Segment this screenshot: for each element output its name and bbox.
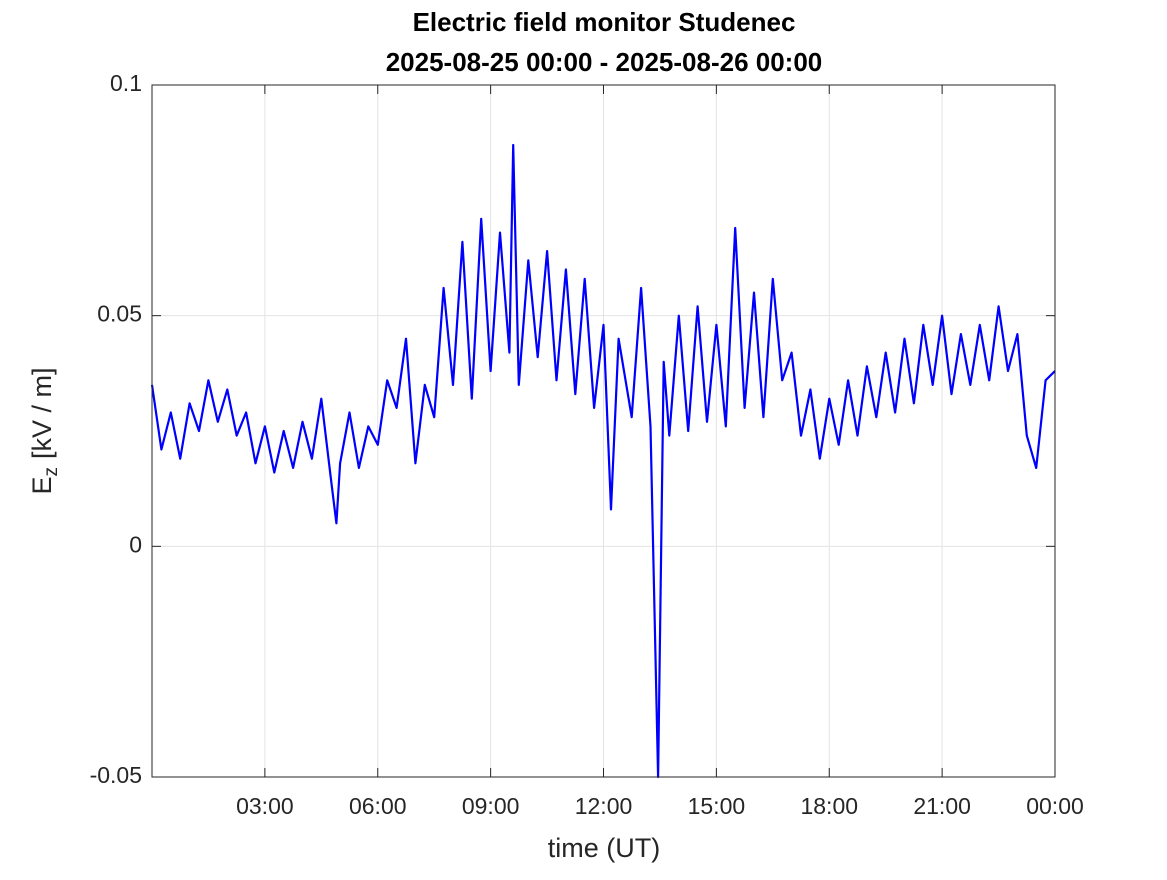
y-tick-label: 0	[129, 531, 142, 557]
x-tick-label: 18:00	[800, 793, 858, 819]
x-tick-label: 06:00	[349, 793, 407, 819]
y-label-unit: [kV / m]	[27, 367, 57, 459]
y-axis-label: Ez [kV / m]	[27, 367, 62, 494]
y-label-subscript: z	[41, 467, 62, 477]
y-label-symbol: E	[27, 477, 57, 495]
data-line	[150, 143, 1056, 779]
plot-frame	[151, 84, 1056, 778]
x-tick-label: 09:00	[462, 793, 520, 819]
y-tick-label: 0.1	[110, 70, 142, 96]
x-tick-label: 21:00	[913, 793, 971, 819]
x-tick-label: 00:00	[1026, 793, 1084, 819]
y-tick-label: 0.05	[97, 301, 142, 327]
x-axis-label: time (UT)	[548, 833, 660, 863]
y-tick-label: -0.05	[90, 762, 142, 788]
x-tick-label: 15:00	[688, 793, 746, 819]
chart-subtitle: 2025-08-25 00:00 - 2025-08-26 00:00	[386, 47, 823, 77]
chart-title: Electric field monitor Studenec	[413, 7, 796, 37]
x-tick-label: 12:00	[575, 793, 633, 819]
x-tick-label: 03:00	[236, 793, 294, 819]
